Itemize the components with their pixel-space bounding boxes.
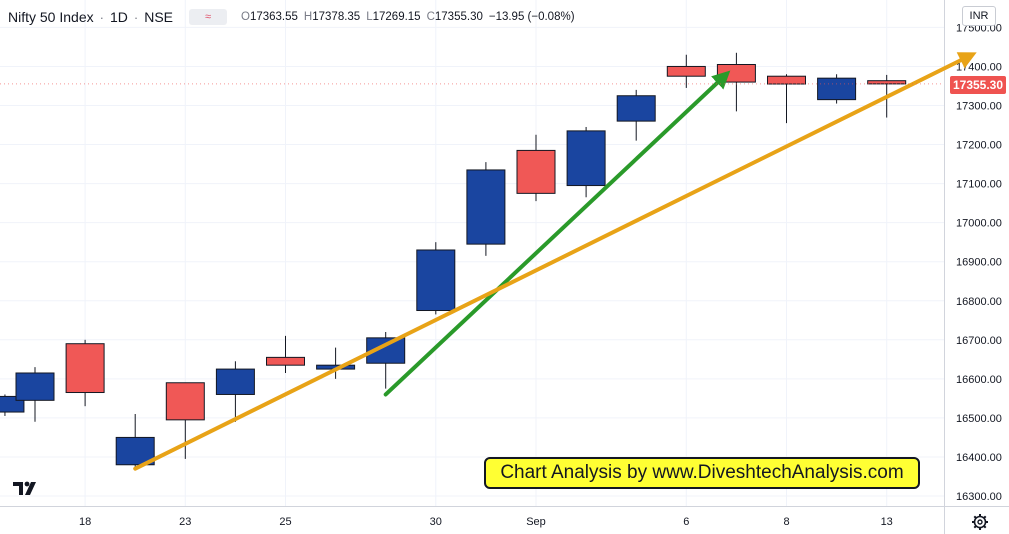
y-tick-label: 16800.00 [956,296,1002,308]
analysis-watermark-banner: Chart Analysis by www.DiveshtechAnalysis… [484,457,920,489]
indicator-toggle-button[interactable]: ≈ [189,9,227,25]
candle-body [867,80,907,85]
x-tick-label: Sep [526,516,546,528]
x-tick-label: 18 [79,516,91,528]
y-tick-label: 17100.00 [956,179,1002,191]
x-tick-label: 8 [783,516,789,528]
y-tick-label: 16400.00 [956,452,1002,464]
candle-body [416,249,456,312]
ohlc-close: C17355.30 [426,11,483,23]
interval-label[interactable]: 1D [109,9,128,25]
chart-legend: Nifty 50 Index · 1D · NSE ≈ O17363.55 H1… [8,6,575,28]
candle-body [616,95,656,122]
x-tick-label: 25 [279,516,291,528]
orange-trend-arrow [133,52,977,471]
candle-body [115,436,155,466]
y-tick-label: 17000.00 [956,218,1002,230]
currency-selector[interactable]: INR [962,6,996,26]
exchange-label: NSE [144,9,173,25]
candle-body [65,343,105,394]
y-tick-label: 17400.00 [956,61,1002,73]
last-price-badge: 17355.30 [950,76,1006,94]
ohlc-low: L17269.15 [366,11,421,23]
candle-body [215,368,255,395]
candle-body [666,65,706,77]
x-tick-label: 23 [179,516,191,528]
x-tick-label: 6 [683,516,689,528]
candle-body [15,372,55,401]
symbol-name[interactable]: Nifty 50 Index [8,9,94,25]
candle-body [266,356,305,366]
gear-icon[interactable] [971,513,989,531]
candle-body [466,169,506,245]
ohlc-high: H17378.35 [303,11,361,23]
y-tick-label: 16700.00 [956,335,1002,347]
candle-body [516,149,556,194]
ohlc-open: O17363.55 [241,11,298,23]
y-tick-label: 16900.00 [956,257,1002,269]
candle-body [767,75,806,85]
y-tick-label: 16500.00 [956,413,1002,425]
legend-separator: · [99,9,104,25]
y-tick-label: 17300.00 [956,101,1002,113]
price-change: −13.95 (−0.08%) [488,11,575,23]
indicator-glyph-icon: ≈ [204,11,212,23]
y-tick-label: 16300.00 [956,491,1002,503]
candle-body [817,77,857,101]
candle-body [566,130,606,187]
x-tick-label: 13 [881,516,893,528]
y-tick-label: 16600.00 [956,374,1002,386]
green-trend-arrow [383,70,731,397]
x-tick-label: 30 [430,516,442,528]
legend-separator: · [133,9,139,25]
candle-body [165,382,205,421]
y-tick-label: 17200.00 [956,140,1002,152]
tradingview-logo-icon[interactable] [12,479,38,497]
